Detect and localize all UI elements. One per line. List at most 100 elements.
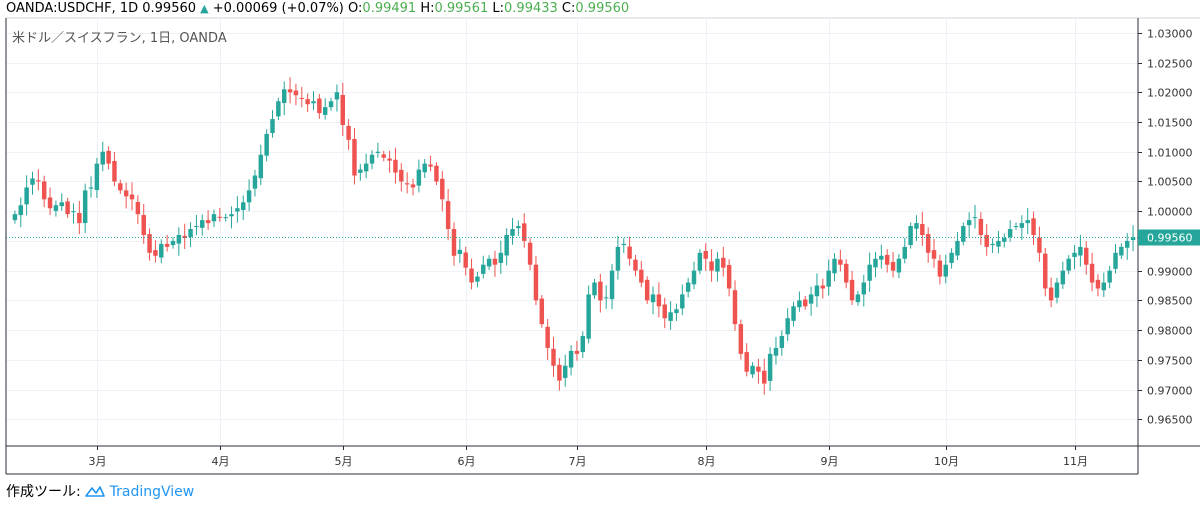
candle: [721, 246, 726, 277]
candle-body: [545, 326, 550, 348]
candle: [937, 254, 943, 285]
candle-body: [580, 336, 586, 353]
candle-body: [726, 264, 732, 289]
candle-body: [978, 218, 984, 235]
candle: [71, 203, 76, 224]
candle-body: [879, 255, 884, 260]
grid-lines: [6, 17, 1200, 446]
candle: [732, 280, 738, 331]
candle-body: [41, 181, 47, 200]
candle: [803, 295, 808, 310]
tradingview-brand-link[interactable]: TradingView: [109, 484, 195, 500]
candle-body: [1130, 237, 1136, 241]
candle-body: [1066, 258, 1071, 271]
candle-body: [246, 190, 252, 203]
candle: [112, 152, 117, 187]
candle: [756, 358, 761, 384]
candle: [697, 249, 703, 275]
candle: [346, 119, 351, 150]
candle: [586, 285, 591, 344]
candle-body: [884, 254, 890, 265]
candle-body: [756, 366, 761, 372]
candle: [925, 227, 931, 263]
candle: [808, 286, 814, 316]
candle-body: [182, 235, 187, 238]
candle: [557, 358, 562, 391]
price-tick-label: 0.98000: [1147, 325, 1193, 338]
price-tick-label: 1.02500: [1147, 58, 1193, 71]
candle-body: [1095, 279, 1101, 289]
candle-body: [469, 268, 474, 283]
candle: [235, 196, 240, 223]
candle: [574, 340, 580, 361]
candle-body: [984, 234, 989, 247]
candle: [422, 159, 427, 178]
time-tick-label: 6月: [458, 455, 476, 468]
time-tick-label: 7月: [569, 455, 587, 468]
candle-body: [703, 251, 708, 259]
price-tick-label: 1.00000: [1147, 206, 1193, 219]
candle: [1089, 252, 1095, 292]
candle: [814, 273, 820, 308]
candle-body: [961, 226, 966, 242]
time-tick-label: 3月: [89, 455, 107, 468]
candle-body: [826, 270, 831, 287]
created-with-label: 作成ツール:: [6, 484, 81, 500]
candle: [176, 227, 182, 256]
candle-body: [36, 180, 41, 182]
time-axis[interactable]: 3月 4月 5月 6月 7月 8月 9月 10月 11月: [5, 18, 1200, 475]
candle: [369, 150, 375, 170]
candle-body: [229, 214, 234, 217]
candle-body: [399, 169, 404, 182]
candle: [1025, 207, 1030, 235]
symbol-name[interactable]: OANDA:USDCHF, 1D: [6, 1, 139, 16]
candle: [287, 77, 293, 104]
candle-body: [738, 324, 744, 354]
candle: [1013, 222, 1019, 230]
price-tick-label: 0.97500: [1147, 355, 1193, 368]
candle: [94, 157, 100, 198]
candle-body: [1078, 246, 1083, 256]
candle: [30, 171, 35, 195]
candle-body: [88, 187, 94, 189]
candle: [18, 197, 24, 228]
candle-body: [592, 282, 597, 296]
candle: [404, 172, 410, 194]
candle: [931, 239, 937, 268]
candle-body: [428, 164, 433, 167]
candle: [627, 236, 632, 266]
candle: [270, 110, 275, 138]
candle: [709, 249, 714, 282]
candle-body: [820, 285, 826, 289]
candle: [656, 282, 662, 318]
candle-body: [1013, 226, 1019, 228]
candle: [545, 318, 550, 361]
tradingview-logo-icon[interactable]: [85, 484, 109, 500]
candlestick-chart[interactable]: 1.03000 1.02500 1.02000 1.01500 1.01000 1.005…: [0, 0, 1200, 480]
candle: [738, 319, 744, 360]
candle-body: [129, 194, 135, 200]
candle-body: [1043, 253, 1048, 289]
candle-body: [603, 297, 609, 299]
candle: [943, 254, 948, 284]
candle: [955, 232, 960, 261]
candle: [334, 84, 340, 112]
candle: [486, 255, 492, 271]
candle-body: [451, 229, 457, 256]
candle: [779, 330, 785, 356]
low-label: L:: [492, 1, 505, 16]
candle-body: [697, 252, 703, 271]
candle: [849, 270, 855, 305]
candle: [1072, 244, 1077, 270]
candle: [1002, 233, 1007, 248]
candle: [914, 215, 919, 241]
candle-body: [668, 312, 673, 321]
candle: [1054, 277, 1060, 304]
candle-body: [949, 252, 954, 263]
candle-body: [445, 201, 451, 230]
candle-body: [767, 353, 773, 381]
candle: [767, 347, 773, 391]
high-label: H:: [420, 1, 435, 16]
candle-body: [305, 99, 310, 105]
candle: [1007, 220, 1013, 242]
